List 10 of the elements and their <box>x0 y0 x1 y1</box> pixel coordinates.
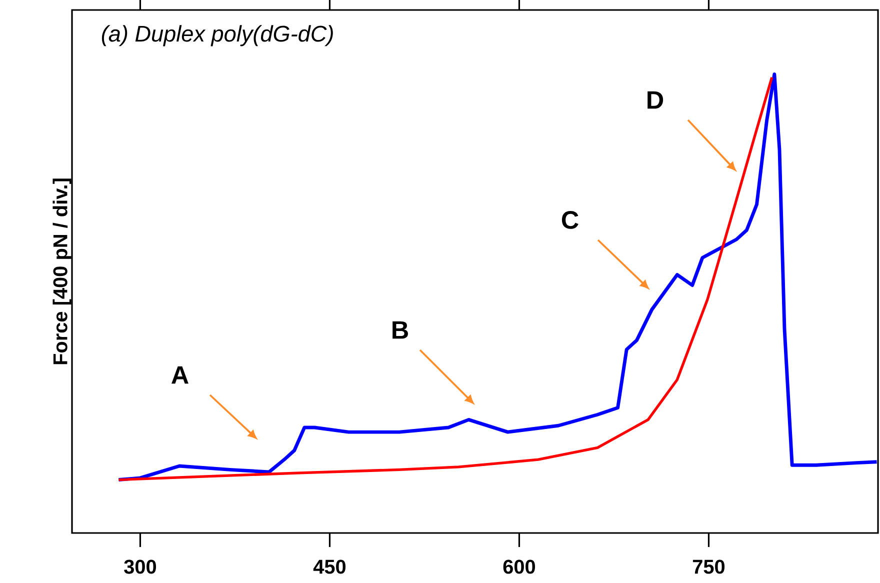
annotation: A <box>172 366 188 384</box>
chart-title: (a) Duplex poly(dG-dC) <box>102 25 333 46</box>
x-tick-label: 300 <box>124 560 156 574</box>
x-tick-label: 600 <box>503 560 536 574</box>
annotation: D <box>648 91 664 109</box>
y-axis-title: Force [400 pN / div.] <box>52 178 72 364</box>
annotation: C <box>562 211 578 229</box>
x-tick-label: 750 <box>692 560 725 574</box>
x-tick-label: 450 <box>313 560 346 574</box>
annotation: B <box>392 321 408 339</box>
